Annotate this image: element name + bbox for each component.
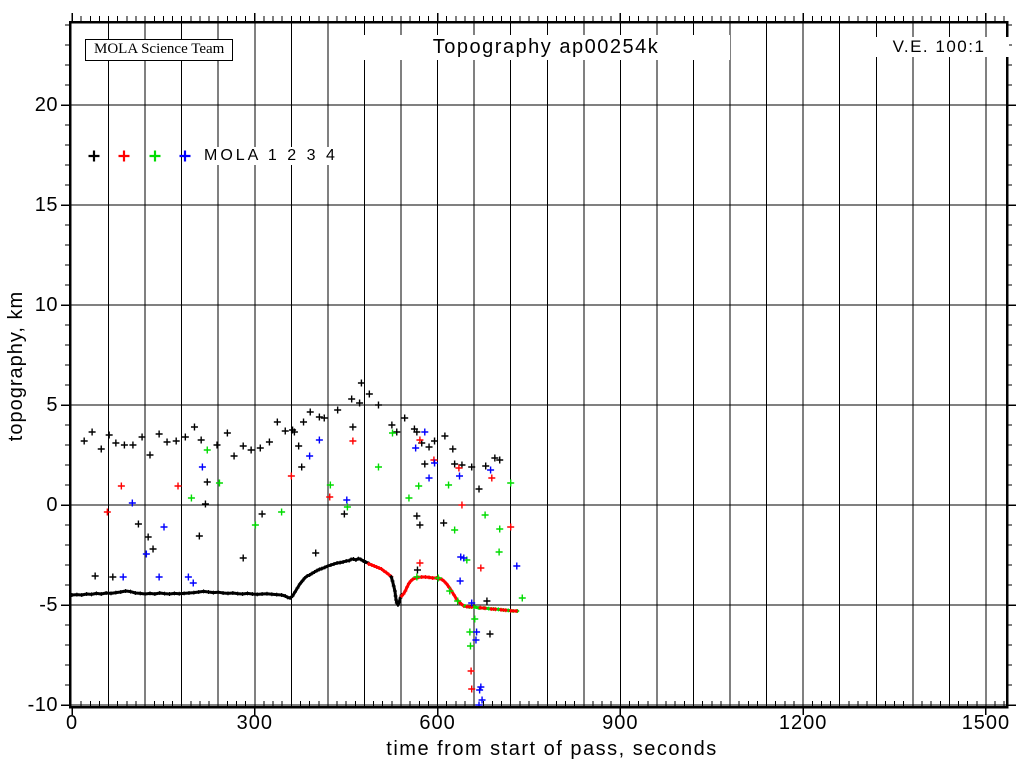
profile-markers-6 xyxy=(478,605,488,611)
x-tick-label-0: 0 xyxy=(65,712,79,734)
profile-segment-0 xyxy=(70,557,371,600)
grid-lines xyxy=(70,22,1007,707)
profile-markers-8 xyxy=(498,607,508,613)
science-team-stamp: MOLA Science Team xyxy=(85,39,234,61)
y-tick-label-5: 5 xyxy=(46,394,58,416)
scatter-mola-1 xyxy=(80,379,504,638)
plot-frame xyxy=(68,20,1009,709)
profile-markers-0 xyxy=(70,556,371,600)
scatter-points-2 xyxy=(187,429,526,650)
y-tick-label-15: 15 xyxy=(34,194,58,216)
scatter-mola-2 xyxy=(103,436,515,693)
y-tick-label--5: -5 xyxy=(39,594,58,616)
scatter-points-0 xyxy=(80,379,504,638)
profile-markers-1 xyxy=(366,562,394,579)
chart-title: Topography ap00254k xyxy=(362,35,730,60)
x-tick-label-1500: 1500 xyxy=(961,712,1011,734)
y-tick-label-20: 20 xyxy=(34,94,58,116)
x-tick-label-1200: 1200 xyxy=(778,712,828,734)
frame-border xyxy=(68,20,1009,709)
x-tick-label-900: 900 xyxy=(602,712,639,734)
x-tick-label-600: 600 xyxy=(419,712,456,734)
x-axis-title: time from start of pass, seconds xyxy=(386,738,718,760)
axis-ticks xyxy=(61,13,1016,715)
legend-marker-mola-3 xyxy=(149,150,161,162)
profile-markers-9 xyxy=(508,608,519,613)
legend-marker-mola-4 xyxy=(179,150,191,162)
legend-label: MOLA 1 2 3 4 xyxy=(201,147,341,165)
y-tick-label--10: -10 xyxy=(27,694,58,716)
y-tick-label-0: 0 xyxy=(46,494,58,516)
scatter-mola-4 xyxy=(119,428,521,709)
profile-markers-2 xyxy=(389,575,404,607)
y-tick-label-10: 10 xyxy=(34,294,58,316)
x-tick-label-300: 300 xyxy=(236,712,273,734)
profile-markers-7 xyxy=(489,607,498,612)
scatter-mola-3 xyxy=(187,429,526,650)
scatter-points-3 xyxy=(119,428,521,709)
legend-marker-mola-2 xyxy=(118,150,130,162)
profile-markers-5 xyxy=(464,604,474,609)
scatter-points-1 xyxy=(103,436,515,693)
legend-markers xyxy=(88,150,191,162)
legend-marker-mola-1 xyxy=(88,150,100,162)
profile-markers-3 xyxy=(399,575,466,608)
vertical-exaggeration-label: V.E. 100:1 xyxy=(869,37,1009,57)
